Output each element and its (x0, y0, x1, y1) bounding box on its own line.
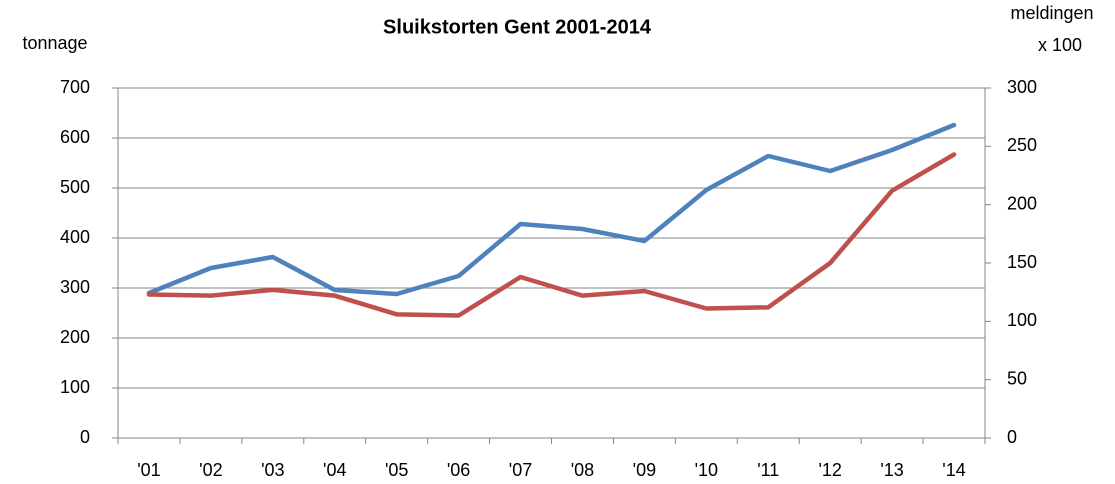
y-tick-label: 600 (60, 127, 90, 147)
y-tick-label: 700 (60, 77, 90, 97)
x-tick-label: '04 (323, 460, 346, 480)
y2-tick-label: 300 (1007, 77, 1037, 97)
series-line (146, 152, 957, 318)
x-tick-label: '08 (571, 460, 594, 480)
y-tick-label: 400 (60, 227, 90, 247)
y2-tick-label: 250 (1007, 135, 1037, 155)
y-axis-label: tonnage (22, 33, 87, 53)
x-tick-label: '14 (942, 460, 965, 480)
x-tick-label: '06 (447, 460, 470, 480)
x-tick-label: '05 (385, 460, 408, 480)
y-tick-label: 300 (60, 277, 90, 297)
x-tick-label: '03 (261, 460, 284, 480)
y2-tick-label: 50 (1007, 368, 1027, 388)
series-line (146, 122, 957, 297)
x-tick-label: '09 (633, 460, 656, 480)
y-tick-label: 500 (60, 177, 90, 197)
y2-tick-label: 200 (1007, 193, 1037, 213)
x-tick-label: '01 (137, 460, 160, 480)
y-tick-label: 0 (80, 427, 90, 447)
y2-tick-label: 100 (1007, 310, 1037, 330)
x-tick-label: '11 (757, 460, 779, 480)
y2-axis-label: x 100 (1038, 35, 1082, 55)
x-tick-label: '02 (199, 460, 222, 480)
x-tick-label: '10 (695, 460, 718, 480)
y2-tick-label: 150 (1007, 252, 1037, 272)
y-tick-label: 200 (60, 327, 90, 347)
y2-axis-label: meldingen (1010, 3, 1093, 23)
x-tick-label: '12 (818, 460, 841, 480)
y-tick-label: 100 (60, 377, 90, 397)
x-tick-label: '07 (509, 460, 532, 480)
y2-tick-label: 0 (1007, 427, 1017, 447)
x-tick-label: '13 (880, 460, 903, 480)
chart-title: Sluikstorten Gent 2001-2014 (383, 16, 652, 38)
